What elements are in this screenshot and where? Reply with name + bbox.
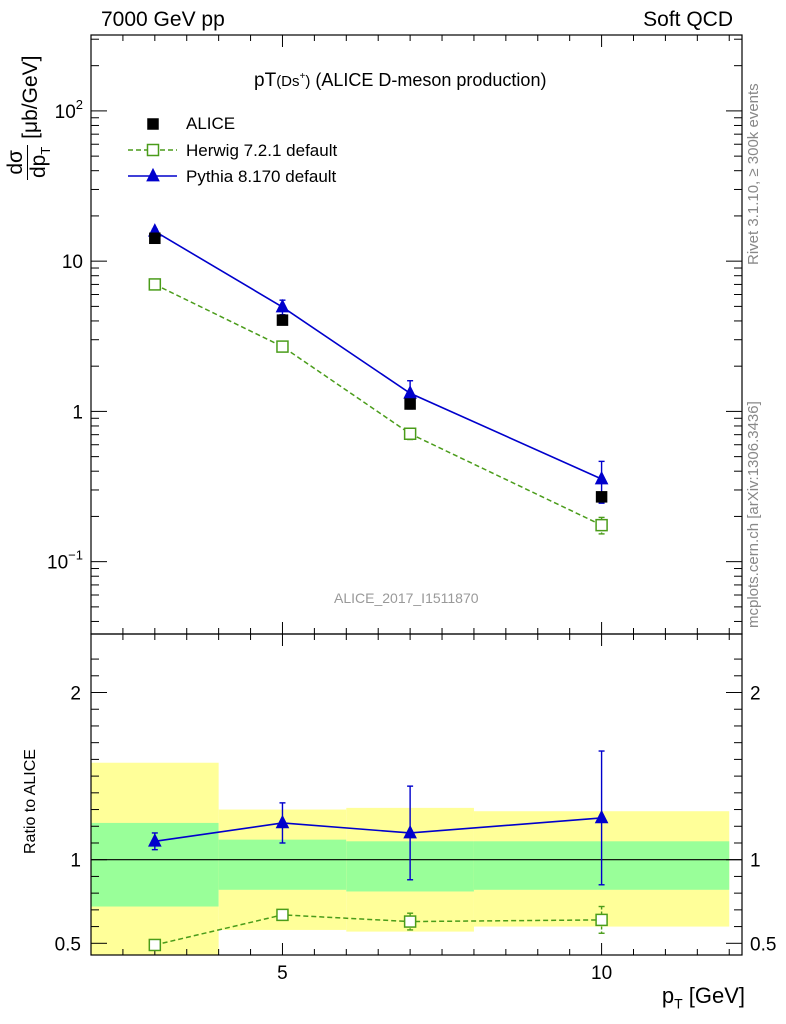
plot-title-main: pT [254, 70, 277, 91]
ratio-herwig-marker [276, 908, 289, 922]
pythia-marker [275, 298, 290, 313]
energy-label: 7000 GeV pp [101, 8, 225, 31]
x-tick-label: 5 [277, 963, 288, 984]
alice-marker [595, 491, 608, 503]
y-label-numerator: dσ [4, 144, 28, 180]
x-label-main: p [661, 983, 675, 1008]
ratio-y-label: Ratio to ALICE [22, 749, 39, 854]
mcplots-label: mcplots.cern.ch [arXiv:1306.3436] [745, 401, 762, 628]
legend-marker-alice [147, 118, 159, 130]
analysis-id: ALICE_2017_I1511870 [334, 590, 479, 606]
x-label-unit: [GeV] [688, 983, 745, 1008]
legend-marker-pythia [146, 167, 160, 182]
legend-label-alice: ALICE [186, 114, 236, 133]
herwig-marker [148, 278, 162, 291]
process-label: Soft QCD [643, 8, 733, 31]
y-label-denominator: dpT [27, 145, 57, 180]
x-axis-label: pT [GeV] [662, 983, 745, 1011]
herwig-marker [403, 427, 417, 441]
alice-marker [149, 232, 161, 245]
plot-title-species: (Ds [276, 73, 300, 90]
y-label-fraction: dσ dpT [4, 144, 57, 180]
ratio-pythia-line [154, 817, 602, 843]
alice-marker [404, 398, 416, 410]
x-tick-label: 10 [591, 963, 612, 984]
herwig-marker [276, 340, 289, 353]
ratio-y-tick-label: 2 [70, 684, 81, 705]
pythia-marker [403, 385, 417, 399]
ratio-y-tick-label: 1 [70, 851, 81, 872]
ratio-herwig-marker [595, 913, 608, 927]
ratio-herwig-marker [403, 915, 417, 928]
ratio-pythia-marker [403, 824, 417, 839]
ratio-y-tick-label: 0.5 [55, 934, 81, 955]
legend-label-herwig: Herwig 7.2.1 default [186, 141, 338, 160]
ratio-herwig-line [154, 914, 602, 946]
plot-title: pT(Ds+) (ALICE D-meson production) [254, 70, 546, 92]
y-label-den-main: dp [27, 154, 50, 178]
alice-marker [276, 314, 289, 326]
legend-label-pythia: Pythia 8.170 default [186, 167, 337, 186]
plot-title-charge: + [299, 71, 306, 82]
herwig-line [154, 283, 602, 526]
legend-marker-herwig [146, 143, 160, 157]
plot-title-rest: (ALICE D-meson production) [310, 70, 547, 90]
ratio-herwig-marker [148, 938, 162, 952]
ratio-y-tick-label-right: 1 [750, 851, 761, 872]
ratio-band-inner [218, 839, 347, 890]
ratio-y-tick-label-right: 2 [750, 684, 761, 705]
plot-title-close: ) [305, 73, 311, 90]
y-tick-label: 10 [62, 252, 83, 273]
ratio-pythia-marker [275, 814, 290, 829]
pythia-marker [594, 470, 609, 485]
herwig-marker [595, 518, 608, 532]
x-label-sub: T [674, 995, 683, 1012]
y-tick-label: 1 [72, 402, 83, 423]
ratio-pythia-marker [594, 809, 609, 824]
y-tick-label: 102 [55, 97, 83, 123]
ratio-pythia-marker [148, 833, 162, 847]
ratio-y-tick-label-right: 0.5 [750, 934, 776, 955]
y-tick-label: 10−1 [47, 548, 83, 574]
ratio-frame [90, 633, 743, 956]
y-label-den-sub: T [38, 146, 54, 155]
y-label-unit: [μb/GeV] [19, 55, 43, 139]
y-axis-label: dσ dpT [μb/GeV] [4, 55, 57, 180]
rivet-label: Rivet 3.1.10, ≥ 300k events [745, 83, 762, 265]
pythia-line [154, 230, 602, 480]
